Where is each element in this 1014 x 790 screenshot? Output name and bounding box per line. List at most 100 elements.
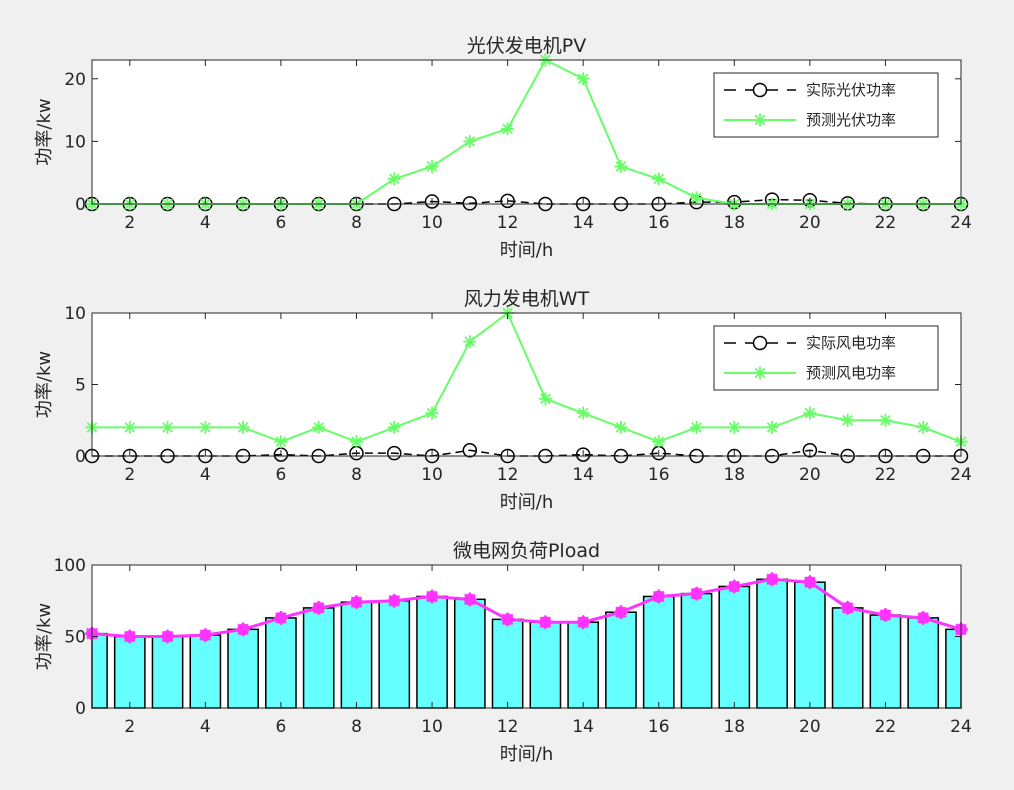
bar — [91, 632, 108, 709]
load-marker-star — [273, 610, 288, 625]
bar — [529, 621, 562, 709]
x-tick-label: 18 — [723, 213, 745, 233]
bar — [567, 621, 600, 709]
x-tick-label: 24 — [950, 465, 972, 485]
load-marker-star — [500, 612, 515, 627]
x-tick-label: 6 — [275, 465, 286, 485]
subplot-1: 2 4 6 8 10 12 14 16 18 20 22 2401020光伏发电机PV时间/h功率/k… — [34, 35, 972, 261]
x-tick-label: 12 — [497, 465, 519, 485]
bar — [416, 595, 448, 709]
chart-title: 风力发电机WT — [464, 288, 590, 310]
data-point — [614, 159, 628, 173]
legend-label: 预测风电功率 — [806, 364, 896, 382]
bar — [340, 601, 373, 709]
x-axis-label: 时间/h — [500, 240, 553, 261]
x-tick-label: 16 — [648, 465, 670, 485]
subplot-2: 2 4 6 8 10 12 14 16 18 20 22 240510风力发电机WT时间/h功率/kw… — [34, 288, 972, 513]
bar — [491, 618, 524, 709]
y-tick-label: 5 — [75, 376, 86, 396]
bar — [718, 585, 751, 709]
data-point — [387, 172, 401, 186]
axes-box — [91, 59, 962, 205]
legend-marker — [752, 82, 768, 98]
bar — [794, 581, 826, 709]
load-marker-star — [878, 608, 893, 623]
x-tick-label: 8 — [351, 213, 362, 233]
data-point — [652, 435, 666, 449]
load-marker-star — [840, 600, 855, 615]
data-point — [274, 435, 288, 449]
bar — [831, 607, 864, 709]
bar — [642, 595, 675, 709]
legend-box — [713, 72, 939, 138]
data-point — [841, 413, 855, 427]
x-tick-label: 14 — [572, 717, 594, 737]
x-tick-label: 2 — [124, 717, 135, 737]
chart-title: 光伏发电机PV — [467, 35, 586, 57]
data-point — [803, 406, 817, 420]
bar — [113, 635, 146, 709]
x-axis-label: 时间/h — [500, 744, 553, 765]
x-tick-label: 22 — [875, 717, 897, 737]
data-point — [387, 445, 402, 461]
data-point — [312, 420, 326, 434]
load-marker-star — [727, 579, 742, 594]
x-tick-label: 18 — [723, 717, 745, 737]
load-marker-star — [198, 628, 213, 643]
bar — [680, 592, 713, 709]
x-tick-label: 2 — [124, 465, 135, 485]
x-tick-label: 20 — [799, 717, 821, 737]
bar — [756, 578, 788, 709]
load-marker-star — [538, 615, 553, 630]
bar — [869, 614, 902, 709]
data-point — [652, 172, 666, 186]
load-marker-star — [462, 592, 477, 607]
data-point — [802, 443, 818, 458]
bar — [189, 634, 222, 709]
bar — [453, 598, 486, 709]
data-point — [878, 413, 892, 427]
load-marker-star — [122, 629, 137, 644]
x-tick-label: 24 — [950, 213, 972, 233]
x-tick-label: 10 — [421, 213, 443, 233]
y-tick-label: 10 — [64, 304, 86, 324]
data-point — [501, 122, 515, 136]
load-marker-star — [765, 572, 780, 587]
legend-label: 实际风电功率 — [806, 334, 896, 352]
legend-marker — [752, 335, 768, 351]
x-tick-label: 4 — [200, 213, 211, 233]
x-tick-label: 14 — [572, 213, 594, 233]
data-point — [123, 420, 137, 434]
data-point — [690, 420, 704, 434]
data-point — [236, 420, 250, 434]
x-tick-label: 18 — [723, 465, 745, 485]
x-tick-label: 20 — [799, 213, 821, 233]
x-tick-label: 8 — [351, 465, 362, 485]
x-tick-label: 6 — [275, 213, 286, 233]
load-marker-star — [236, 622, 251, 637]
data-point — [424, 194, 440, 209]
bar — [227, 628, 259, 709]
x-tick-label: 20 — [799, 465, 821, 485]
y-tick-label: 10 — [64, 132, 86, 152]
y-tick-label: 20 — [64, 70, 86, 90]
x-tick-label: 8 — [351, 717, 362, 737]
data-point — [198, 420, 212, 434]
x-tick-label: 12 — [497, 717, 519, 737]
load-marker-star — [349, 595, 364, 610]
load-marker-star — [576, 615, 591, 630]
load-marker-star — [387, 593, 402, 608]
y-tick-label: 50 — [64, 628, 86, 648]
data-point — [161, 420, 175, 434]
subplot-3: 2 4 6 8 10 12 14 16 18 20 22 24050100微电网负荷Pload时间/h… — [34, 540, 972, 765]
y-axis-label: 功率/kw — [34, 98, 55, 165]
bar — [378, 600, 411, 709]
load-marker-star — [802, 575, 817, 590]
y-tick-label: 100 — [54, 556, 86, 576]
data-point — [387, 420, 401, 434]
legend-box — [713, 325, 939, 391]
data-point — [727, 420, 741, 434]
